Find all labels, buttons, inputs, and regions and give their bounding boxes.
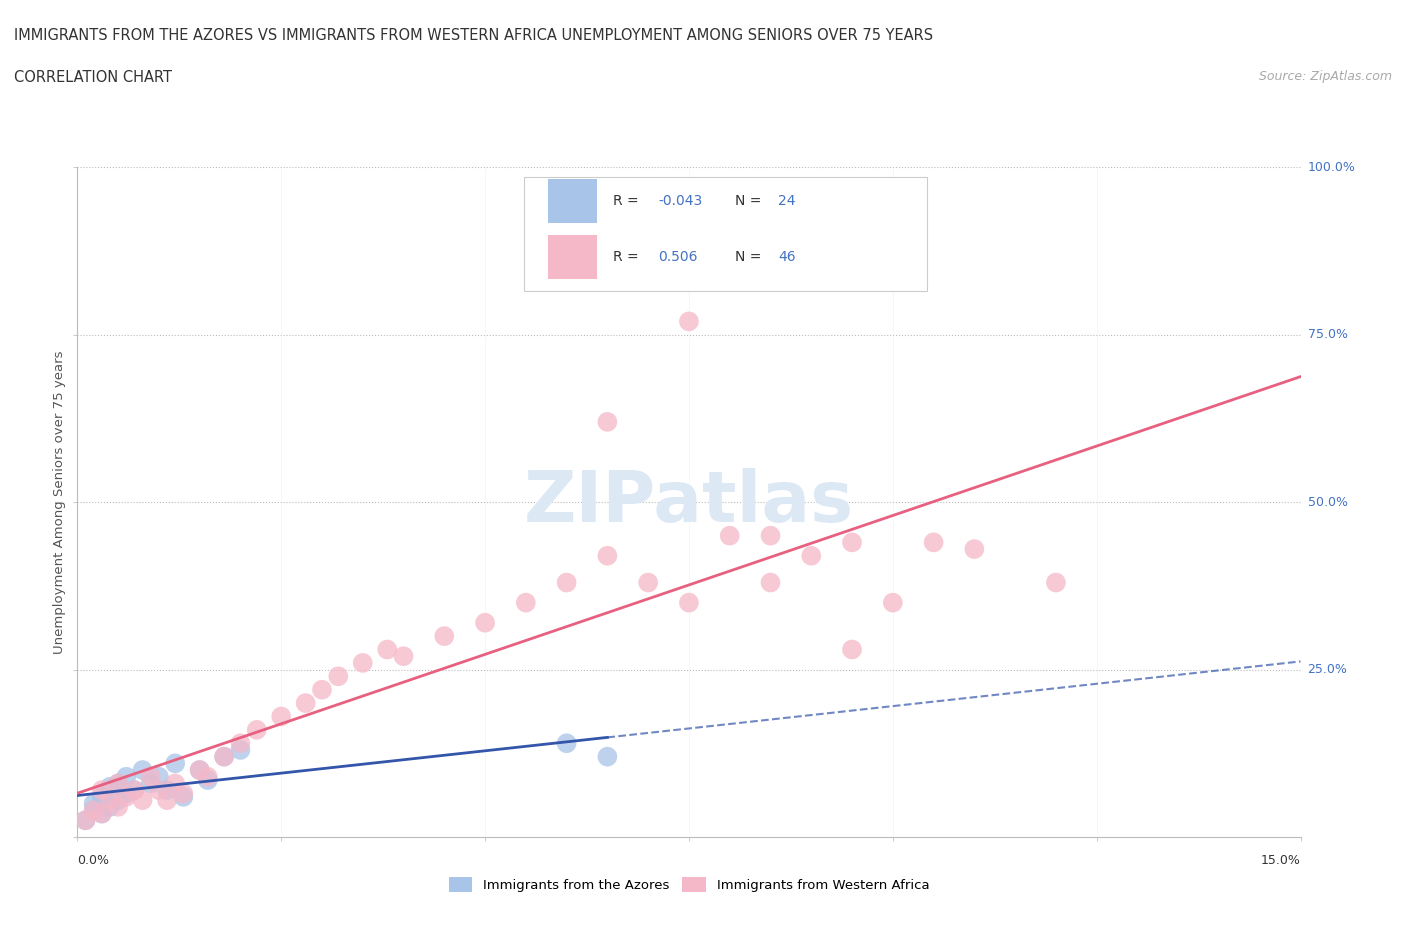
Text: 0.0%: 0.0% [77, 854, 110, 867]
Point [433, 629, 456, 644]
Point [107, 800, 129, 815]
Point [392, 649, 415, 664]
Point [98, 779, 121, 794]
Point [115, 786, 138, 801]
Point [759, 575, 782, 590]
Text: Source: ZipAtlas.com: Source: ZipAtlas.com [1258, 70, 1392, 83]
Point [515, 595, 537, 610]
Point [83, 796, 105, 811]
Point [229, 742, 252, 757]
Point [131, 792, 153, 807]
Point [90, 806, 112, 821]
Point [75, 813, 97, 828]
Point [212, 750, 235, 764]
Text: N =: N = [735, 249, 766, 263]
Point [172, 786, 194, 801]
Text: 46: 46 [779, 249, 796, 263]
Point [148, 783, 170, 798]
Point [678, 595, 700, 610]
Point [156, 792, 179, 807]
Text: 75.0%: 75.0% [1308, 328, 1347, 341]
Point [83, 803, 105, 817]
Point [718, 528, 741, 543]
Point [555, 575, 578, 590]
FancyBboxPatch shape [548, 235, 598, 279]
Text: CORRELATION CHART: CORRELATION CHART [14, 70, 172, 85]
Point [246, 723, 269, 737]
Text: R =: R = [613, 193, 643, 208]
Point [139, 769, 162, 784]
Point [882, 595, 904, 610]
Point [197, 769, 219, 784]
Point [124, 783, 146, 798]
Point [963, 541, 986, 556]
Text: N =: N = [735, 193, 766, 208]
Text: 25.0%: 25.0% [1308, 663, 1347, 676]
Point [115, 769, 138, 784]
Point [474, 616, 496, 631]
Point [90, 783, 112, 798]
Text: R =: R = [613, 249, 643, 263]
Point [188, 763, 211, 777]
Point [90, 790, 112, 804]
Point [107, 776, 129, 790]
Point [148, 769, 170, 784]
Text: 24: 24 [779, 193, 796, 208]
Point [678, 314, 700, 329]
Point [555, 736, 578, 751]
Point [212, 750, 235, 764]
Point [124, 783, 146, 798]
Point [165, 756, 187, 771]
Point [107, 792, 129, 807]
Y-axis label: Unemployment Among Seniors over 75 years: Unemployment Among Seniors over 75 years [53, 351, 66, 654]
Point [172, 790, 194, 804]
Point [83, 803, 105, 817]
Point [352, 656, 374, 671]
FancyBboxPatch shape [548, 179, 598, 223]
FancyBboxPatch shape [524, 178, 928, 291]
Point [1045, 575, 1067, 590]
Point [90, 806, 112, 821]
Point [229, 736, 252, 751]
Point [188, 763, 211, 777]
Point [311, 683, 333, 698]
Point [800, 549, 823, 564]
Text: 100.0%: 100.0% [1308, 161, 1355, 174]
Point [270, 709, 292, 724]
Point [115, 790, 138, 804]
Point [596, 549, 619, 564]
Point [841, 535, 863, 550]
Point [596, 415, 619, 430]
Point [328, 669, 350, 684]
Point [131, 763, 153, 777]
Point [759, 528, 782, 543]
Point [98, 800, 121, 815]
Point [841, 642, 863, 657]
Point [75, 813, 97, 828]
Text: 0.506: 0.506 [658, 249, 697, 263]
Point [139, 776, 162, 790]
Legend: Immigrants from the Azores, Immigrants from Western Africa: Immigrants from the Azores, Immigrants f… [443, 871, 935, 897]
Point [596, 750, 619, 764]
Point [98, 792, 121, 807]
Point [637, 575, 659, 590]
Text: ZIPatlas: ZIPatlas [524, 468, 853, 537]
Point [375, 642, 398, 657]
Point [156, 783, 179, 798]
Point [107, 776, 129, 790]
Text: 50.0%: 50.0% [1308, 496, 1347, 509]
Point [197, 773, 219, 788]
Point [922, 535, 945, 550]
Point [165, 776, 187, 790]
Text: IMMIGRANTS FROM THE AZORES VS IMMIGRANTS FROM WESTERN AFRICA UNEMPLOYMENT AMONG : IMMIGRANTS FROM THE AZORES VS IMMIGRANTS… [14, 28, 934, 43]
Point [294, 696, 316, 711]
Text: 15.0%: 15.0% [1261, 854, 1301, 867]
Text: -0.043: -0.043 [658, 193, 703, 208]
